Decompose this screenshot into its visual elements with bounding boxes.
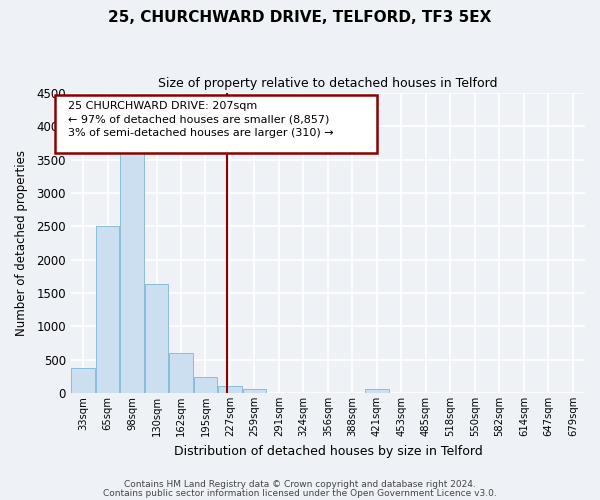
Text: 25 CHURCHWARD DRIVE: 207sqm: 25 CHURCHWARD DRIVE: 207sqm — [68, 100, 257, 110]
Y-axis label: Number of detached properties: Number of detached properties — [15, 150, 28, 336]
Bar — [121, 146, 143, 393]
Bar — [169, 353, 193, 393]
Bar — [194, 377, 217, 393]
Bar — [243, 389, 266, 393]
Bar — [365, 390, 389, 393]
Bar — [218, 386, 242, 393]
Bar — [96, 226, 119, 393]
Title: Size of property relative to detached houses in Telford: Size of property relative to detached ho… — [158, 78, 497, 90]
X-axis label: Distribution of detached houses by size in Telford: Distribution of detached houses by size … — [173, 444, 482, 458]
Text: 3% of semi-detached houses are larger (310) →: 3% of semi-detached houses are larger (3… — [68, 128, 334, 138]
Text: 25, CHURCHWARD DRIVE, TELFORD, TF3 5EX: 25, CHURCHWARD DRIVE, TELFORD, TF3 5EX — [109, 10, 491, 25]
Bar — [71, 368, 95, 393]
Text: Contains HM Land Registry data © Crown copyright and database right 2024.: Contains HM Land Registry data © Crown c… — [124, 480, 476, 489]
Text: ← 97% of detached houses are smaller (8,857): ← 97% of detached houses are smaller (8,… — [68, 114, 329, 124]
Text: Contains public sector information licensed under the Open Government Licence v3: Contains public sector information licen… — [103, 488, 497, 498]
FancyBboxPatch shape — [55, 94, 377, 153]
Bar — [145, 284, 168, 393]
